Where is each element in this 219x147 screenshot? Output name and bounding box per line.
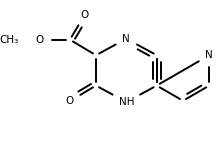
Text: NH: NH <box>119 97 134 107</box>
Text: O: O <box>66 96 74 106</box>
Text: N: N <box>205 50 213 60</box>
Text: O: O <box>81 10 89 20</box>
Text: O: O <box>35 35 44 45</box>
Text: CH₃: CH₃ <box>0 35 18 45</box>
Text: N: N <box>122 34 130 44</box>
